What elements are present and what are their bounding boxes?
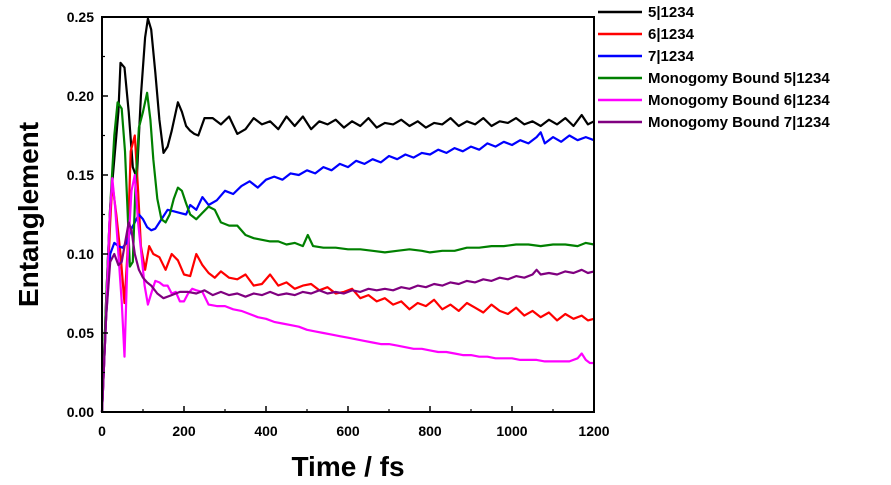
series-layer <box>100 17 595 413</box>
y-tick-label: 0.25 <box>67 9 94 25</box>
series-line-1 <box>100 17 595 413</box>
y-tick-label: 0.00 <box>67 404 94 420</box>
legend-label: Monogomy Bound 7|1234 <box>648 114 830 131</box>
x-axis-title: Time / fs <box>291 451 404 482</box>
y-tick-label: 0.05 <box>67 325 94 341</box>
x-tick-label: 1000 <box>496 423 527 439</box>
y-axis-ticks: 0.00 0.05 0.10 0.15 0.20 0.25 <box>67 9 108 420</box>
x-tick-label: 200 <box>172 423 196 439</box>
series-line-6 <box>100 221 595 413</box>
plot-frame <box>101 16 595 413</box>
y-tick-label: 0.15 <box>67 167 94 183</box>
x-tick-label: 800 <box>418 423 442 439</box>
legend-label: 6|1234 <box>648 26 695 43</box>
x-tick-label: 400 <box>254 423 278 439</box>
x-tick-label: 1200 <box>578 423 609 439</box>
legend-label: 5|1234 <box>648 4 695 21</box>
y-axis-title: Entanglement <box>13 122 44 307</box>
legend-label: Monogomy Bound 6|1234 <box>648 92 830 109</box>
x-axis-ticks: 0 200 400 600 800 1000 1200 <box>98 406 610 439</box>
series-line-2 <box>100 134 595 413</box>
legend-label: 7|1234 <box>648 48 695 65</box>
series-line-4 <box>100 91 595 413</box>
legend: 5|1234 6|1234 7|1234 Monogomy Bound 5|1234 M… <box>598 4 830 131</box>
y-tick-label: 0.10 <box>67 246 94 262</box>
series-line-3 <box>100 131 595 413</box>
x-tick-label: 600 <box>336 423 360 439</box>
x-tick-label: 0 <box>98 423 106 439</box>
y-tick-label: 0.20 <box>67 88 94 104</box>
legend-label: Monogomy Bound 5|1234 <box>648 70 830 87</box>
